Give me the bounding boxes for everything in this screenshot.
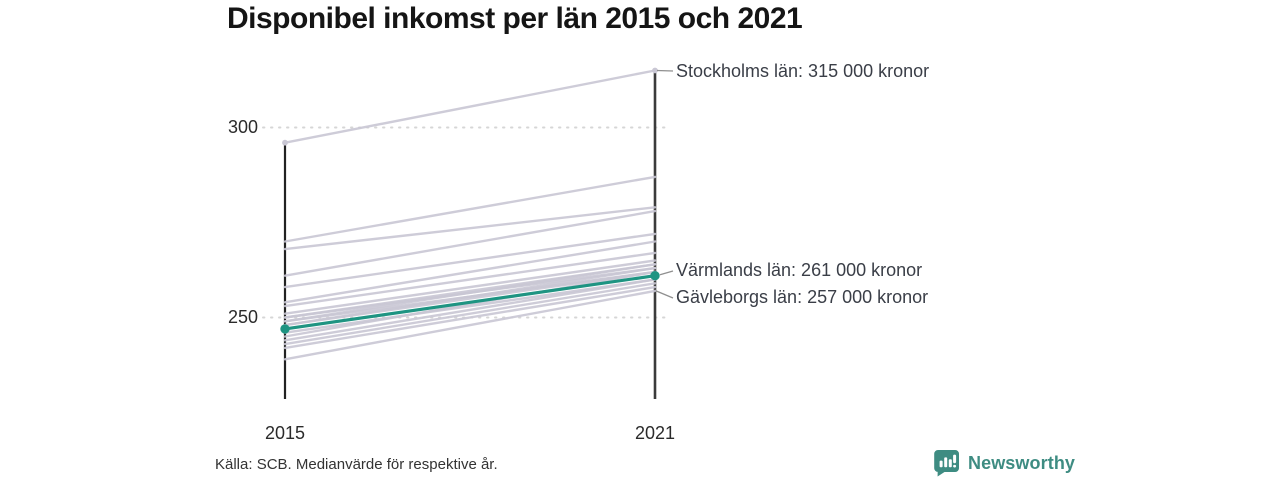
newsworthy-bar-chart-bubble-icon xyxy=(934,450,959,477)
y-axis-tick-300: 300 xyxy=(227,117,258,137)
annotation-varmland: Värmlands län: 261 000 kronor xyxy=(676,260,923,280)
newsworthy-logo[interactable]: Newsworthy xyxy=(933,449,1075,477)
x-axis-label-2015: 2015 xyxy=(264,423,306,443)
newsworthy-wordmark: Newsworthy xyxy=(968,452,1076,473)
y-axis-tick-250: 250 xyxy=(227,307,258,327)
source-note: Källa: SCB. Medianvärde för respektive å… xyxy=(215,456,498,473)
x-axis-label-2021: 2021 xyxy=(634,423,676,443)
annotation-gavleborg: Gävleborgs län: 257 000 kronor xyxy=(676,287,929,307)
chart-title: Disponibel inkomst per län 2015 och 2021 xyxy=(227,2,803,35)
annotation-stockholm: Stockholms län: 315 000 kronor xyxy=(676,61,930,81)
